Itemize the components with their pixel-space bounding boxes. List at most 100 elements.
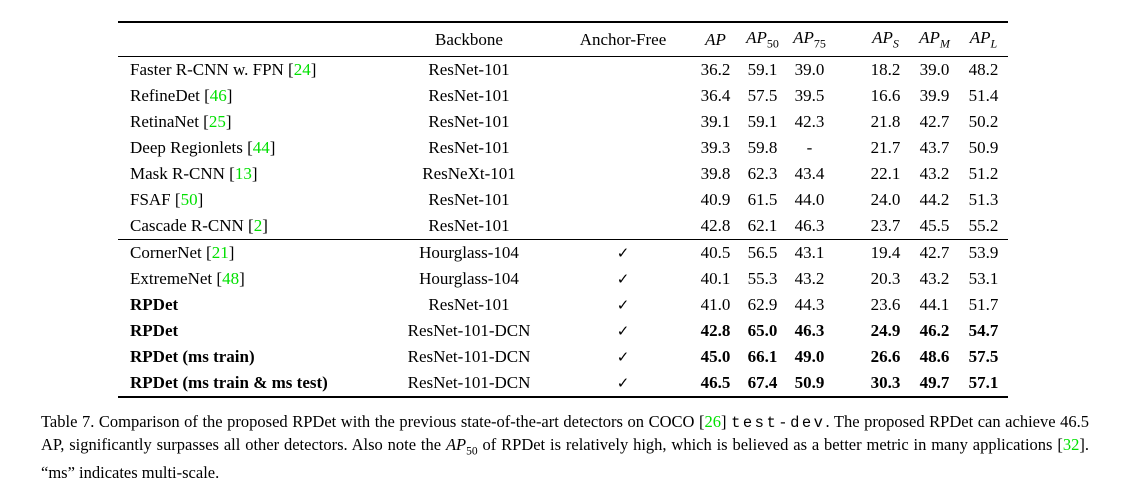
column-gap: [833, 370, 861, 397]
metric-cell: 43.4: [794, 164, 825, 183]
caption-math-subscript: 50: [466, 445, 478, 458]
column-gap: [833, 135, 861, 161]
anchor-free-cell: ✓: [554, 292, 692, 318]
col-header-aps: APS: [861, 22, 910, 57]
citation-ref: 50: [180, 190, 198, 209]
method-name: RetinaNet: [130, 112, 199, 131]
table-row: RPDet ResNet-101 ✓ 41.0 62.9 44.3 23.6 44.1 51.7: [118, 292, 1008, 318]
anchor-free-cell: [554, 187, 692, 213]
metric-cell: 48.6: [919, 347, 950, 366]
metric-cell: 51.2: [968, 164, 999, 183]
metric-cell: 44.2: [919, 190, 950, 209]
metric-cell: 46.5: [700, 373, 731, 392]
metric-cell: 42.7: [919, 243, 950, 262]
metric-cell: 62.1: [747, 216, 778, 235]
metric-cell: 62.3: [747, 164, 778, 183]
anchor-free-cell: [554, 161, 692, 187]
citation-ref: 21: [211, 243, 229, 262]
check-icon: ✓: [616, 296, 630, 314]
metric-cell: 55.2: [968, 216, 999, 235]
results-table: Backbone Anchor-Free AP AP50 AP75 APS AP…: [118, 21, 1008, 398]
metric-cell: 39.9: [919, 86, 950, 105]
table-row: Faster R-CNN w. FPN [24] ResNet-101 36.2 59…: [118, 57, 1008, 84]
col-header-backbone: Backbone: [435, 29, 503, 49]
metric-cell: 24.9: [870, 321, 901, 340]
metric-cell: 54.7: [968, 321, 999, 340]
method-cell: RPDet (ms train): [118, 344, 384, 370]
metric-cell: 42.8: [700, 216, 731, 235]
metric-cell: 59.8: [747, 138, 778, 157]
col-header-ap50: AP50: [739, 22, 786, 57]
method-name: RPDet (ms train & ms test): [130, 373, 328, 392]
metric-cell: 36.2: [700, 60, 731, 79]
anchor-free-cell: ✓: [554, 318, 692, 344]
backbone-cell: ResNet-101: [428, 86, 510, 105]
check-icon: ✓: [616, 374, 630, 392]
metric-cell: 62.9: [747, 295, 778, 314]
citation-ref: 13: [234, 164, 252, 183]
table-row: RetinaNet [25] ResNet-101 39.1 59.1 42.3 21.8…: [118, 109, 1008, 135]
anchor-free-cell: [554, 135, 692, 161]
col-header-apl: APL: [959, 22, 1008, 57]
method-name: CornerNet: [130, 243, 202, 262]
citation-ref: 25: [208, 112, 226, 131]
table-body: Faster R-CNN w. FPN [24] ResNet-101 36.2 59…: [118, 57, 1008, 398]
metric-subscript: M: [939, 36, 950, 51]
metric-cell: 45.5: [919, 216, 950, 235]
column-gap: [833, 240, 861, 267]
metric-cell: 39.1: [700, 112, 731, 131]
metric-cell: 42.3: [794, 112, 825, 131]
column-gap: [833, 109, 861, 135]
metric-cell: -: [806, 138, 813, 157]
metric-name: AP: [705, 29, 726, 49]
method-cell: Mask R-CNN [13]: [130, 164, 258, 183]
col-header-apm: APM: [910, 22, 959, 57]
col-header-anchor-free: Anchor-Free: [579, 29, 667, 49]
header-row: Backbone Anchor-Free AP AP50 AP75 APS AP…: [118, 22, 1008, 57]
check-icon: ✓: [616, 244, 630, 262]
metric-name: AP: [793, 27, 814, 47]
metric-cell: 42.8: [700, 321, 731, 340]
metric-cell: 59.1: [747, 60, 778, 79]
method-name: FSAF: [130, 190, 171, 209]
metric-cell: 51.4: [968, 86, 999, 105]
table-caption: Table 7. Comparison of the proposed RPDe…: [41, 411, 1089, 483]
column-gap: [833, 22, 861, 57]
method-name: RPDet: [130, 295, 179, 314]
metric-cell: 43.1: [794, 243, 825, 262]
metric-subscript: 50: [766, 36, 779, 51]
table-row: FSAF [50] ResNet-101 40.9 61.5 44.0 24.0 44.2 5…: [118, 187, 1008, 213]
metric-cell: 26.6: [870, 347, 901, 366]
method-cell: RPDet: [118, 292, 384, 318]
metric-cell: 41.0: [700, 295, 731, 314]
column-gap: [833, 266, 861, 292]
metric-cell: 21.7: [870, 138, 901, 157]
anchor-free-cell: [554, 109, 692, 135]
metric-cell: 24.0: [870, 190, 901, 209]
backbone-cell: ResNet-101-DCN: [407, 321, 531, 340]
anchor-free-cell: [554, 83, 692, 109]
metric-cell: 18.2: [870, 60, 901, 79]
results-table-container: Backbone Anchor-Free AP AP50 AP75 APS AP…: [118, 21, 1008, 398]
metric-cell: 55.3: [747, 269, 778, 288]
backbone-cell: ResNet-101-DCN: [407, 347, 531, 366]
metric-cell: 49.0: [794, 347, 825, 366]
backbone-cell: ResNet-101: [428, 60, 510, 79]
table-row: RefineDet [46] ResNet-101 36.4 57.5 39.5 16.6…: [118, 83, 1008, 109]
metric-cell: 39.8: [700, 164, 731, 183]
column-gap: [833, 292, 861, 318]
caption-math-text: AP: [445, 435, 467, 454]
metric-subscript: 75: [813, 36, 826, 51]
method-cell: ExtremeNet [48]: [130, 269, 245, 288]
method-cell: Deep Regionlets [44]: [130, 138, 276, 157]
check-icon: ✓: [616, 270, 630, 288]
metric-subscript: L: [990, 36, 998, 51]
anchor-free-cell: ✓: [554, 344, 692, 370]
metric-cell: 22.1: [870, 164, 901, 183]
column-gap: [833, 83, 861, 109]
column-gap: [833, 187, 861, 213]
metric-cell: 46.3: [794, 321, 825, 340]
caption-text: ]: [721, 412, 732, 431]
metric-cell: 48.2: [968, 60, 999, 79]
metric-cell: 42.7: [919, 112, 950, 131]
